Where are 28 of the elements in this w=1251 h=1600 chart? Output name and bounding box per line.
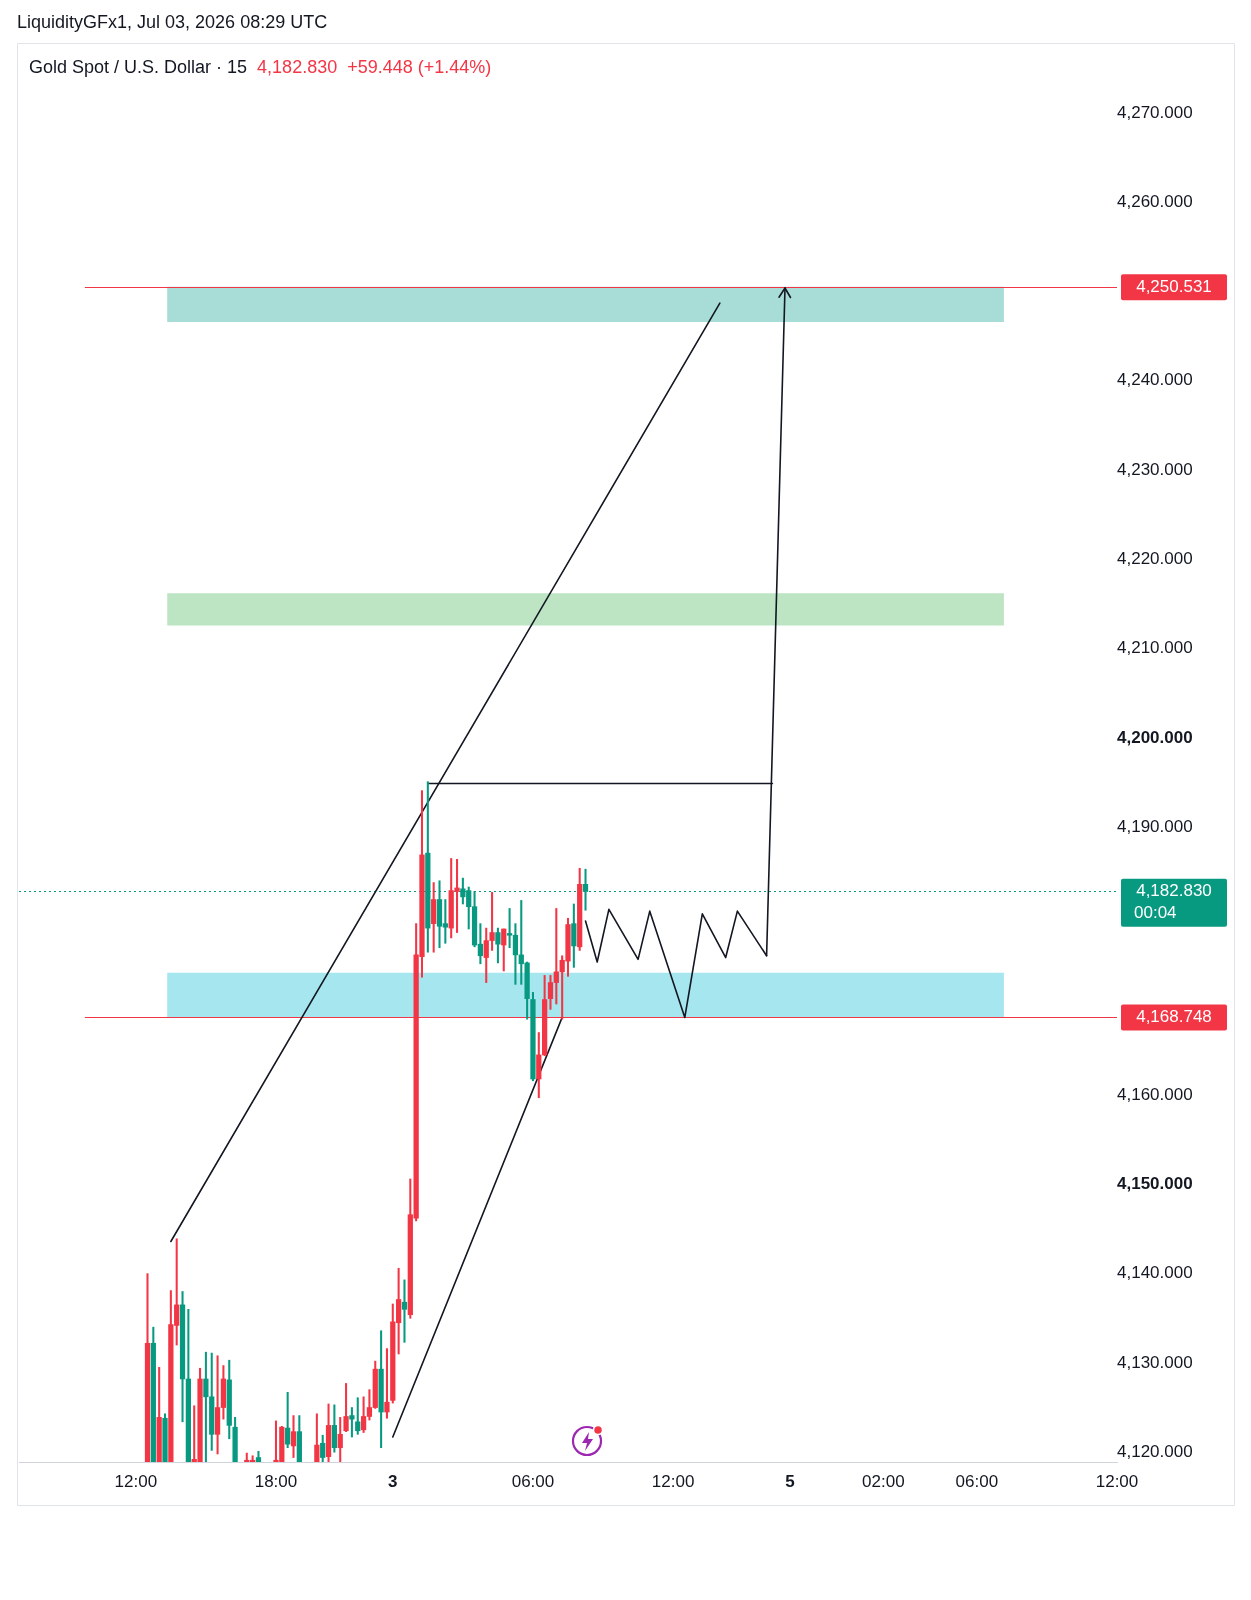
x-tick-label: 06:00 bbox=[511, 1471, 555, 1491]
y-tick-label: 4,210.000 bbox=[1116, 638, 1193, 658]
y-tick-label: 4,270.000 bbox=[1116, 102, 1193, 122]
ref-line-label: 4,182.830 00:04 bbox=[1134, 881, 1212, 923]
x-tick-label: 06:00 bbox=[955, 1471, 999, 1491]
x-tick-label: 12:00 bbox=[114, 1471, 158, 1491]
text: LiquidityGFx1, Jul 03, 2026 08:29 UTC bbox=[17, 12, 328, 33]
x-tick-label: 5 bbox=[785, 1471, 795, 1491]
y-tick-label: 4,140.000 bbox=[1116, 1263, 1193, 1283]
y-tick-label: 4,150.000 bbox=[1116, 1174, 1193, 1194]
y-tick-label: 4,160.000 bbox=[1116, 1084, 1193, 1104]
x-tick-label: 02:00 bbox=[862, 1471, 905, 1491]
text: Gold Spot / U.S. Dollar · 15 bbox=[29, 57, 248, 77]
x-tick-label: 12:00 bbox=[1095, 1471, 1139, 1491]
y-tick-label: 4,220.000 bbox=[1116, 549, 1193, 569]
ref-line-label: 4,250.531 bbox=[1136, 276, 1212, 296]
y-tick-label: 4,130.000 bbox=[1116, 1352, 1193, 1372]
x-tick-label: 18:00 bbox=[254, 1471, 298, 1491]
y-tick-label: 4,190.000 bbox=[1116, 816, 1193, 836]
y-tick-label: 4,260.000 bbox=[1116, 191, 1193, 211]
y-tick-label: 4,240.000 bbox=[1116, 370, 1193, 390]
x-tick-label: 12:00 bbox=[651, 1471, 695, 1491]
y-tick-label: 4,120.000 bbox=[1116, 1441, 1193, 1461]
x-tick-label: 3 bbox=[388, 1471, 398, 1491]
ref-line-label: 4,168.748 bbox=[1136, 1007, 1212, 1027]
y-tick-label: 4,200.000 bbox=[1116, 727, 1193, 747]
text: 4,182.830 +59.448 (+1.44%) bbox=[257, 57, 492, 77]
y-tick-label: 4,230.000 bbox=[1116, 459, 1193, 479]
